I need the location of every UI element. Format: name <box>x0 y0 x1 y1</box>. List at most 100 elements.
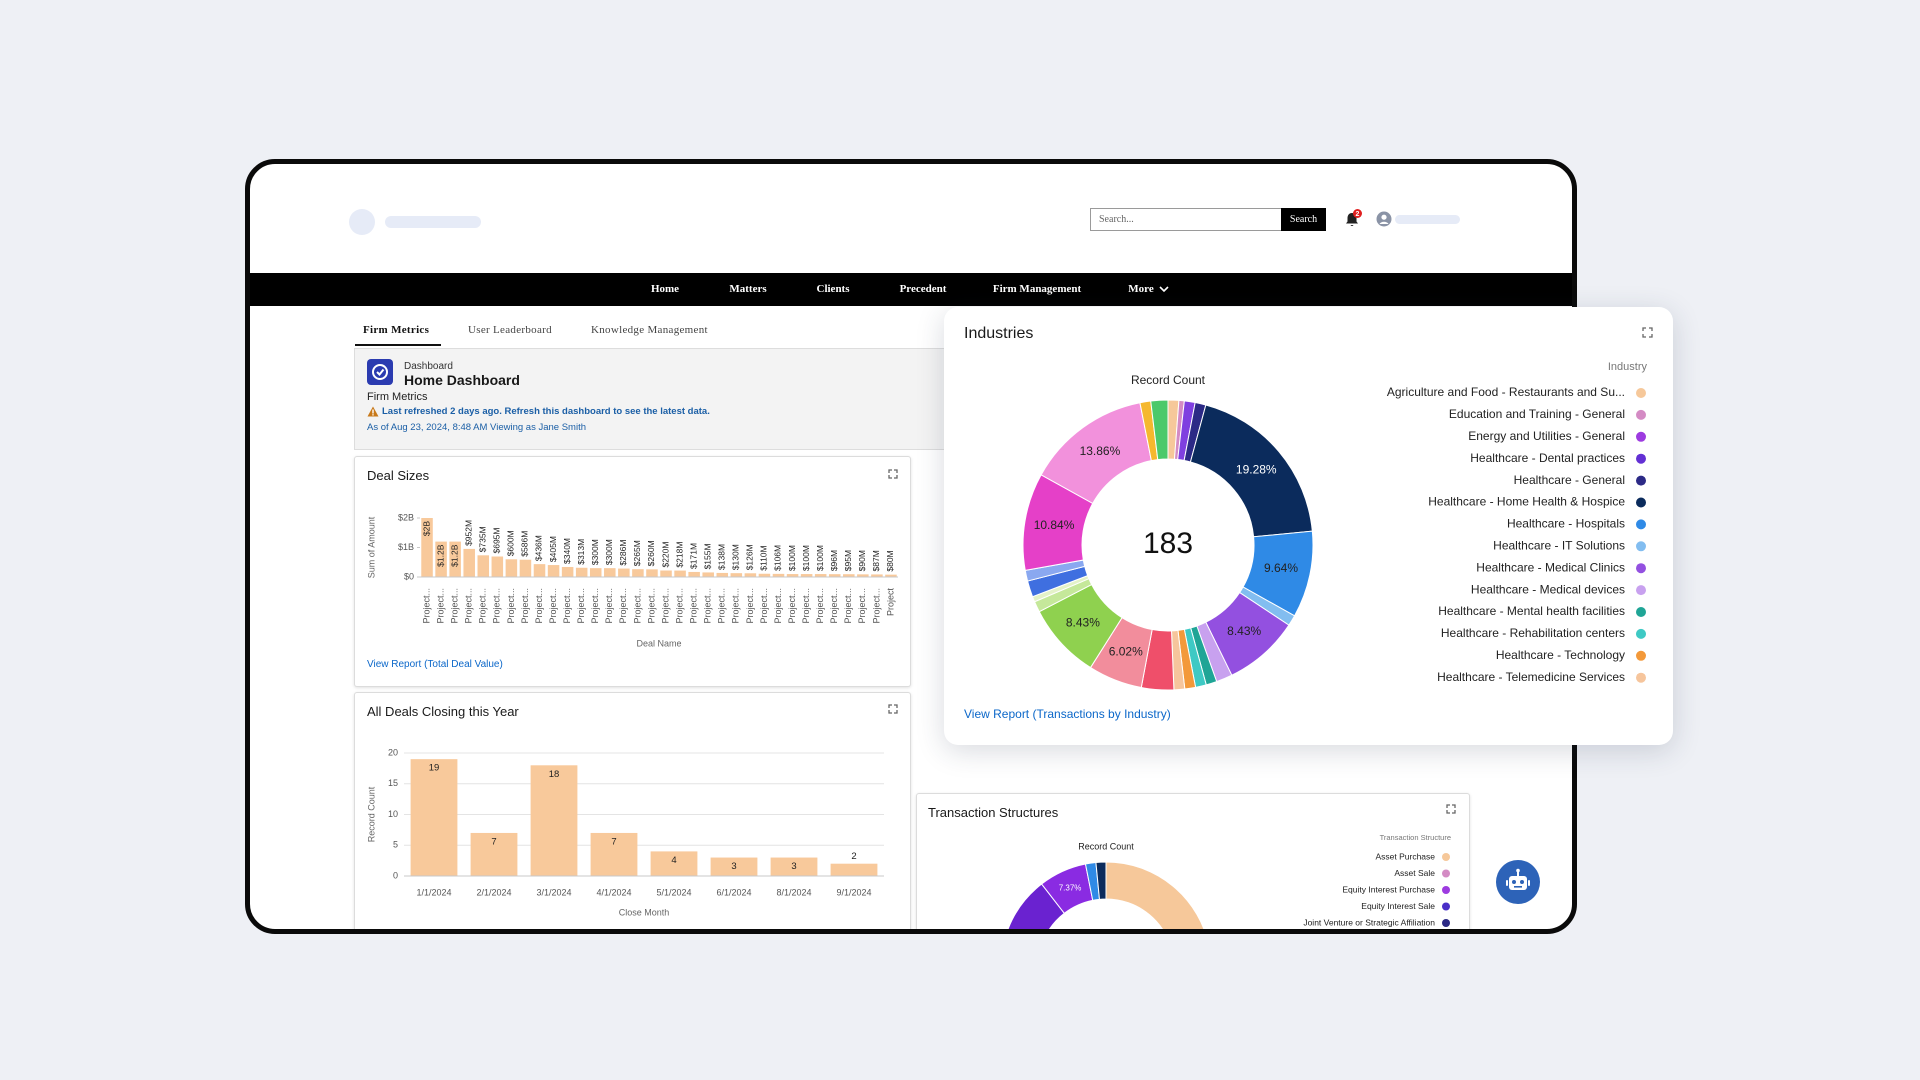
legend-swatch <box>1636 519 1646 530</box>
data-label: 19.28% <box>1236 463 1277 477</box>
data-label: 8.43% <box>1066 615 1100 629</box>
donut-slice <box>1167 399 1180 460</box>
donut-slice <box>1024 559 1086 582</box>
tab[interactable]: Firm Metrics <box>363 324 430 336</box>
deal-sizes-card <box>354 456 911 687</box>
donut-total: 183 <box>1143 527 1193 560</box>
legend-label: Healthcare - Rehabilitation centers <box>1441 626 1625 640</box>
search-input[interactable]: Search... <box>1090 208 1283 231</box>
expand-button[interactable] <box>1446 804 1456 814</box>
assistant-button[interactable] <box>1496 860 1540 904</box>
dashboard-icon <box>367 359 393 385</box>
data-label: 6.02% <box>1109 645 1143 659</box>
nav-item[interactable]: Clients <box>816 283 850 295</box>
donut-slice <box>1190 625 1218 686</box>
legend-swatch <box>1636 672 1646 683</box>
legend-swatch <box>1636 650 1646 661</box>
data-label: 10.84% <box>1034 518 1075 532</box>
legend-swatch <box>1636 541 1646 552</box>
dashboard-label: Dashboard <box>404 361 453 372</box>
nav-item[interactable]: Home <box>650 283 680 295</box>
donut-slice <box>1033 578 1093 613</box>
legend-label: Education and Training - General <box>1449 407 1625 421</box>
search-button[interactable]: Search <box>1281 208 1326 231</box>
legend-swatch <box>1636 607 1646 617</box>
nav-item[interactable]: Firm Management <box>992 283 1082 295</box>
expand-button[interactable] <box>888 469 898 479</box>
tab[interactable]: User Leaderboard <box>468 324 552 336</box>
data-label: 8.43% <box>1227 624 1261 638</box>
legend-label: Healthcare - Technology <box>1496 648 1625 662</box>
donut-slice <box>1189 404 1313 538</box>
donut-slice <box>1031 575 1090 603</box>
card-title: Deal Sizes <box>367 468 430 483</box>
legend-swatch <box>1636 409 1646 420</box>
donut-slice <box>1040 402 1152 505</box>
donut-slice <box>1089 617 1153 689</box>
legend-title: Industry <box>1608 361 1648 373</box>
notification-bell[interactable]: 2 <box>1344 209 1364 229</box>
donut-slice <box>1177 628 1197 690</box>
legend-label: Agriculture and Food - Restaurants and S… <box>1387 385 1625 399</box>
legend-label: Healthcare - Telemedicine Services <box>1437 670 1625 684</box>
nav-bar <box>250 273 1572 306</box>
nav-item[interactable]: More <box>1128 283 1154 295</box>
legend-label: Healthcare - General <box>1514 473 1625 487</box>
donut-slice <box>1139 400 1159 462</box>
legend-label: Healthcare - Medical Clinics <box>1476 560 1625 574</box>
donut-slice <box>1038 583 1123 669</box>
user-avatar[interactable] <box>1376 211 1392 227</box>
legend-label: Healthcare - Medical devices <box>1471 582 1625 596</box>
donut-slice <box>1238 586 1296 626</box>
notification-count: 2 <box>1356 211 1360 218</box>
donut-slice <box>1026 565 1089 598</box>
donut-slice <box>1183 627 1207 688</box>
donut-slice <box>1196 621 1233 683</box>
dashboard-status: As of Aug 23, 2024, 8:48 AM Viewing as J… <box>367 422 586 433</box>
donut-slice <box>1173 399 1185 461</box>
card-title: All Deals Closing this Year <box>367 704 519 719</box>
industries-popup: Industries View Report (Transactions by … <box>944 307 1673 745</box>
legend-label: Healthcare - IT Solutions <box>1493 538 1625 552</box>
donut-slice <box>1150 399 1169 461</box>
legend-label: Healthcare - Dental practices <box>1470 451 1625 465</box>
legend-swatch <box>1636 388 1646 398</box>
donut-slice <box>1177 400 1196 462</box>
nav-item[interactable]: Precedent <box>899 283 947 295</box>
card-title: Industries <box>964 325 1034 342</box>
report-link[interactable]: View Report (Transactions by Industry) <box>964 707 1171 721</box>
card-title: Transaction Structures <box>928 805 1059 820</box>
donut-slice <box>1170 629 1186 691</box>
legend-label: Healthcare - Mental health facilities <box>1438 604 1625 618</box>
legend-swatch <box>1636 431 1646 442</box>
expand-button[interactable] <box>888 704 898 714</box>
expand-button[interactable] <box>1642 327 1653 338</box>
data-label: 9.64% <box>1264 561 1298 575</box>
deals-closing-card <box>354 692 911 929</box>
tab[interactable]: Knowledge Management <box>591 324 708 336</box>
legend-swatch <box>1636 628 1646 639</box>
donut-slice <box>1183 401 1207 463</box>
legend-swatch <box>1636 585 1646 596</box>
nav-item[interactable]: Matters <box>729 283 767 295</box>
legend-label: Healthcare - Hospitals <box>1507 517 1625 531</box>
legend-label: Healthcare - Home Health & Hospice <box>1428 495 1625 509</box>
donut-slice <box>1022 474 1094 571</box>
report-link[interactable]: View Report (Total Deal Value) <box>367 659 503 670</box>
active-tab-underline <box>355 344 441 346</box>
donut-slice <box>1205 591 1290 676</box>
user-name-placeholder <box>1395 215 1460 224</box>
donut-slice <box>1140 628 1175 691</box>
industries-chart: 19.28% 9.64% 8.43% 6.02% 8.43% 10.84% 13.86% 18… <box>1022 361 1648 691</box>
legend-swatch <box>1636 497 1646 508</box>
dashboard-title: Home Dashboard <box>404 372 520 388</box>
data-label: 13.86% <box>1080 444 1121 458</box>
legend-swatch <box>1636 563 1646 574</box>
dashboard-subtitle: Firm Metrics <box>367 391 428 403</box>
donut-slice <box>1242 530 1314 617</box>
warning-icon <box>367 406 379 417</box>
refresh-warning[interactable]: Last refreshed 2 days ago. Refresh this … <box>382 406 710 417</box>
legend-swatch <box>1636 475 1646 486</box>
dashboard-header <box>354 348 956 450</box>
